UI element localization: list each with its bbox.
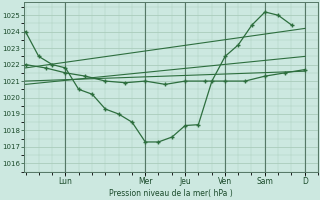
X-axis label: Pression niveau de la mer( hPa ): Pression niveau de la mer( hPa ): [109, 189, 233, 198]
